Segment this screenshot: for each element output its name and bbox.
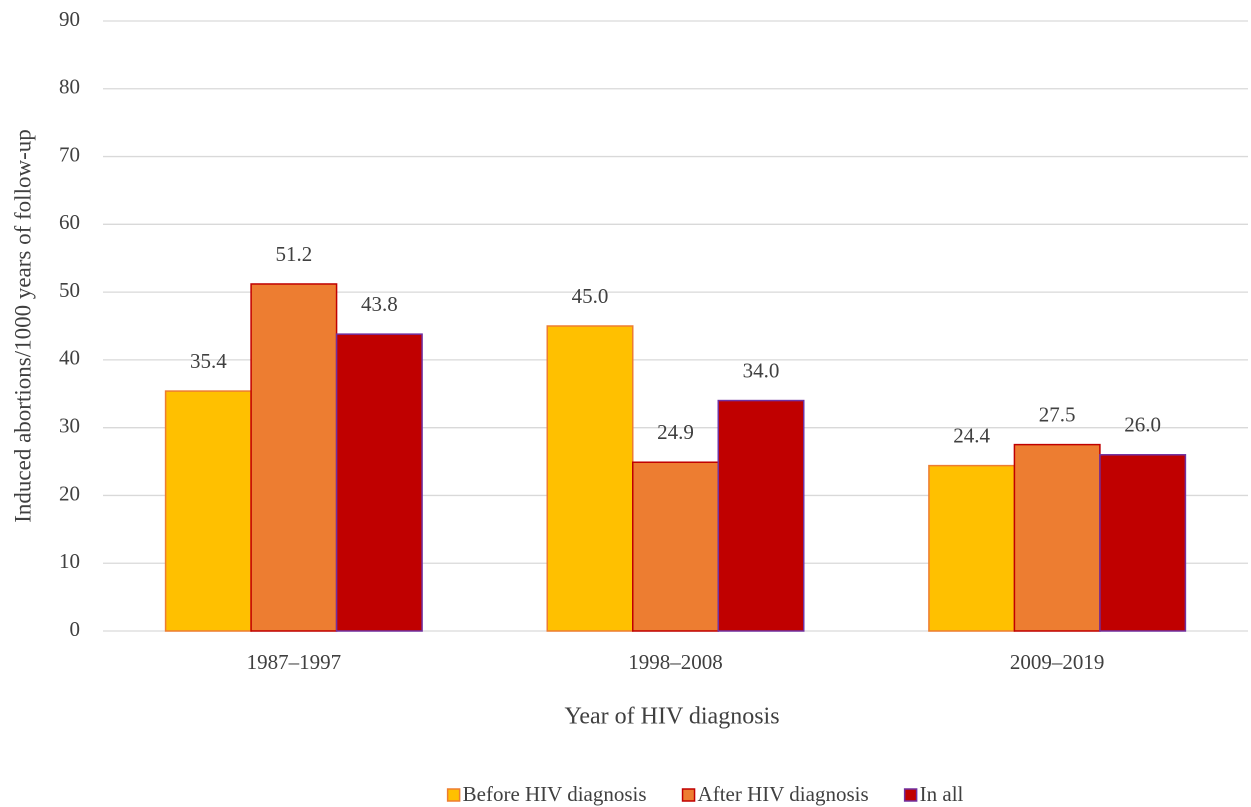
value-label: 45.0 bbox=[572, 284, 609, 308]
bar bbox=[632, 461, 719, 632]
value-label: 27.5 bbox=[1039, 402, 1076, 426]
bar bbox=[164, 390, 252, 632]
x-tick-label: 1987–1997 bbox=[247, 650, 342, 674]
bar bbox=[1099, 454, 1187, 632]
y-tick-label: 40 bbox=[59, 346, 80, 370]
y-tick-label: 90 bbox=[59, 7, 80, 31]
y-tick-label: 20 bbox=[59, 481, 80, 505]
y-tick-label: 10 bbox=[59, 549, 80, 573]
value-label: 34.0 bbox=[743, 358, 780, 382]
x-axis-title: Year of HIV diagnosis bbox=[564, 704, 779, 730]
bar bbox=[335, 333, 423, 632]
y-tick-label: 70 bbox=[59, 142, 80, 166]
x-tick-label: 2009–2019 bbox=[1010, 650, 1105, 674]
y-tick-label: 30 bbox=[59, 413, 80, 437]
value-label: 24.4 bbox=[953, 423, 990, 447]
legend-label: In all bbox=[920, 782, 964, 806]
y-tick-label: 60 bbox=[59, 210, 80, 234]
value-label: 43.8 bbox=[361, 292, 398, 316]
y-tick-label: 0 bbox=[70, 617, 81, 641]
legend-label: After HIV diagnosis bbox=[698, 782, 869, 806]
y-tick-label: 50 bbox=[59, 278, 80, 302]
bar bbox=[717, 399, 805, 632]
bar bbox=[928, 464, 1016, 632]
bar bbox=[1013, 443, 1101, 632]
bar bbox=[546, 325, 634, 632]
value-label: 24.9 bbox=[657, 420, 694, 444]
value-label: 26.0 bbox=[1124, 413, 1161, 437]
value-label: 35.4 bbox=[190, 349, 227, 373]
bar bbox=[250, 283, 338, 632]
legend-swatch bbox=[903, 788, 918, 802]
legend-swatch bbox=[446, 788, 461, 802]
value-label: 51.2 bbox=[275, 242, 312, 266]
y-axis-title: Induced abortions/1000 years of follow-u… bbox=[10, 129, 35, 522]
legend-label: Before HIV diagnosis bbox=[463, 782, 647, 806]
x-tick-label: 1998–2008 bbox=[628, 650, 723, 674]
y-tick-label: 80 bbox=[59, 75, 80, 99]
legend-swatch bbox=[681, 788, 696, 802]
